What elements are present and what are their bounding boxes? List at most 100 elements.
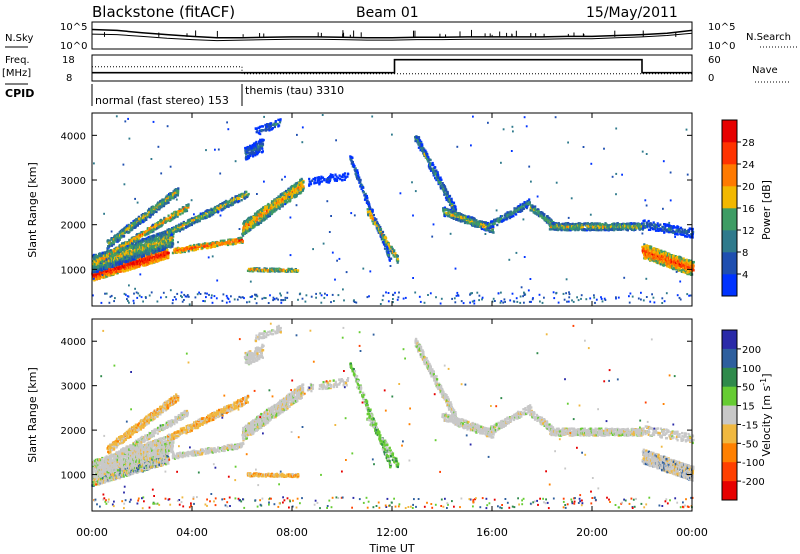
power-point [143, 219, 146, 222]
power-point [148, 253, 151, 256]
power-point [198, 219, 201, 223]
power-point [362, 190, 365, 194]
power-point [302, 181, 305, 184]
power-point [132, 242, 135, 245]
power-point [106, 249, 109, 252]
nsearch-tick-top: 10^5 [708, 22, 735, 33]
power-point [131, 258, 134, 261]
cpid-label: CPID [5, 87, 34, 100]
power-point [134, 221, 137, 224]
power-point [142, 246, 146, 249]
power-point [141, 216, 145, 219]
power-point [107, 259, 110, 263]
power-point [148, 239, 151, 242]
power-point [127, 226, 130, 230]
power-point [118, 238, 121, 241]
beam-title: Beam 01 [356, 5, 419, 21]
power-point [129, 243, 132, 246]
power-point [135, 263, 138, 266]
noise-line [91, 32, 693, 42]
power-point [134, 257, 137, 260]
power-point [97, 267, 100, 271]
power-point [290, 267, 293, 271]
power-point [98, 260, 101, 263]
power-point [163, 248, 166, 251]
power-point [134, 222, 137, 226]
power-point [159, 202, 162, 206]
power-point [154, 245, 157, 248]
power-point [155, 257, 158, 261]
power-point [105, 261, 108, 265]
power-point [134, 265, 137, 268]
power-point [182, 227, 185, 230]
power-point [104, 272, 107, 275]
power-point [112, 257, 115, 260]
power-point [127, 252, 130, 256]
power-point [133, 219, 136, 222]
power-point [117, 235, 120, 239]
power-point [279, 118, 282, 121]
power-point [109, 265, 112, 268]
power-point [128, 230, 131, 234]
power-point [151, 208, 154, 211]
power-point [142, 264, 145, 267]
power-point [314, 176, 317, 180]
cpid-first-mode: normal (fast stereo) 153 [95, 94, 229, 107]
power-point [102, 251, 105, 254]
power-point [119, 248, 122, 251]
power-point [163, 203, 166, 206]
power-point [177, 189, 180, 193]
noise-panel-frame [91, 21, 693, 50]
power-point [156, 232, 159, 236]
power-point [186, 204, 189, 207]
power-point [114, 267, 118, 270]
power-point [121, 232, 124, 235]
nsearch-tick-bottom: 10^0 [708, 41, 735, 52]
power-point [130, 221, 133, 225]
power-point [112, 243, 115, 246]
power-point [108, 240, 112, 243]
power-point [162, 234, 165, 237]
power-point [131, 245, 135, 248]
power-point [159, 245, 162, 248]
power-point [343, 172, 347, 175]
power-point [130, 264, 133, 267]
power-point [116, 258, 119, 261]
power-point [139, 262, 143, 265]
power-point [281, 204, 284, 207]
power-point [131, 242, 134, 245]
power-point [145, 212, 148, 215]
power-point [113, 272, 116, 275]
power-point [121, 252, 124, 255]
power-point [139, 222, 142, 225]
power-point [133, 267, 136, 270]
power-point [153, 260, 156, 264]
freq-tick-top: 18 [62, 55, 75, 66]
power-point [147, 238, 150, 241]
power-point [147, 215, 150, 218]
power-point [157, 240, 160, 243]
power-point [132, 247, 136, 250]
power-point [269, 124, 273, 128]
power-point [120, 255, 124, 258]
power-point [262, 129, 265, 132]
power-point [129, 259, 133, 262]
power-point [187, 250, 190, 253]
power-point [164, 257, 167, 260]
power-point [149, 244, 152, 247]
power-point [134, 248, 137, 252]
power-point [118, 261, 121, 264]
power-point [151, 254, 154, 257]
power-point [153, 257, 156, 260]
power-point [154, 236, 158, 239]
power-point [137, 248, 140, 251]
power-point [138, 249, 141, 252]
freq-series [92, 58, 692, 75]
power-point [164, 251, 167, 254]
power-point [174, 216, 177, 219]
power-point [278, 124, 281, 127]
power-point [162, 239, 166, 242]
power-point [163, 252, 166, 255]
power-point [98, 261, 101, 265]
power-point [167, 240, 170, 243]
